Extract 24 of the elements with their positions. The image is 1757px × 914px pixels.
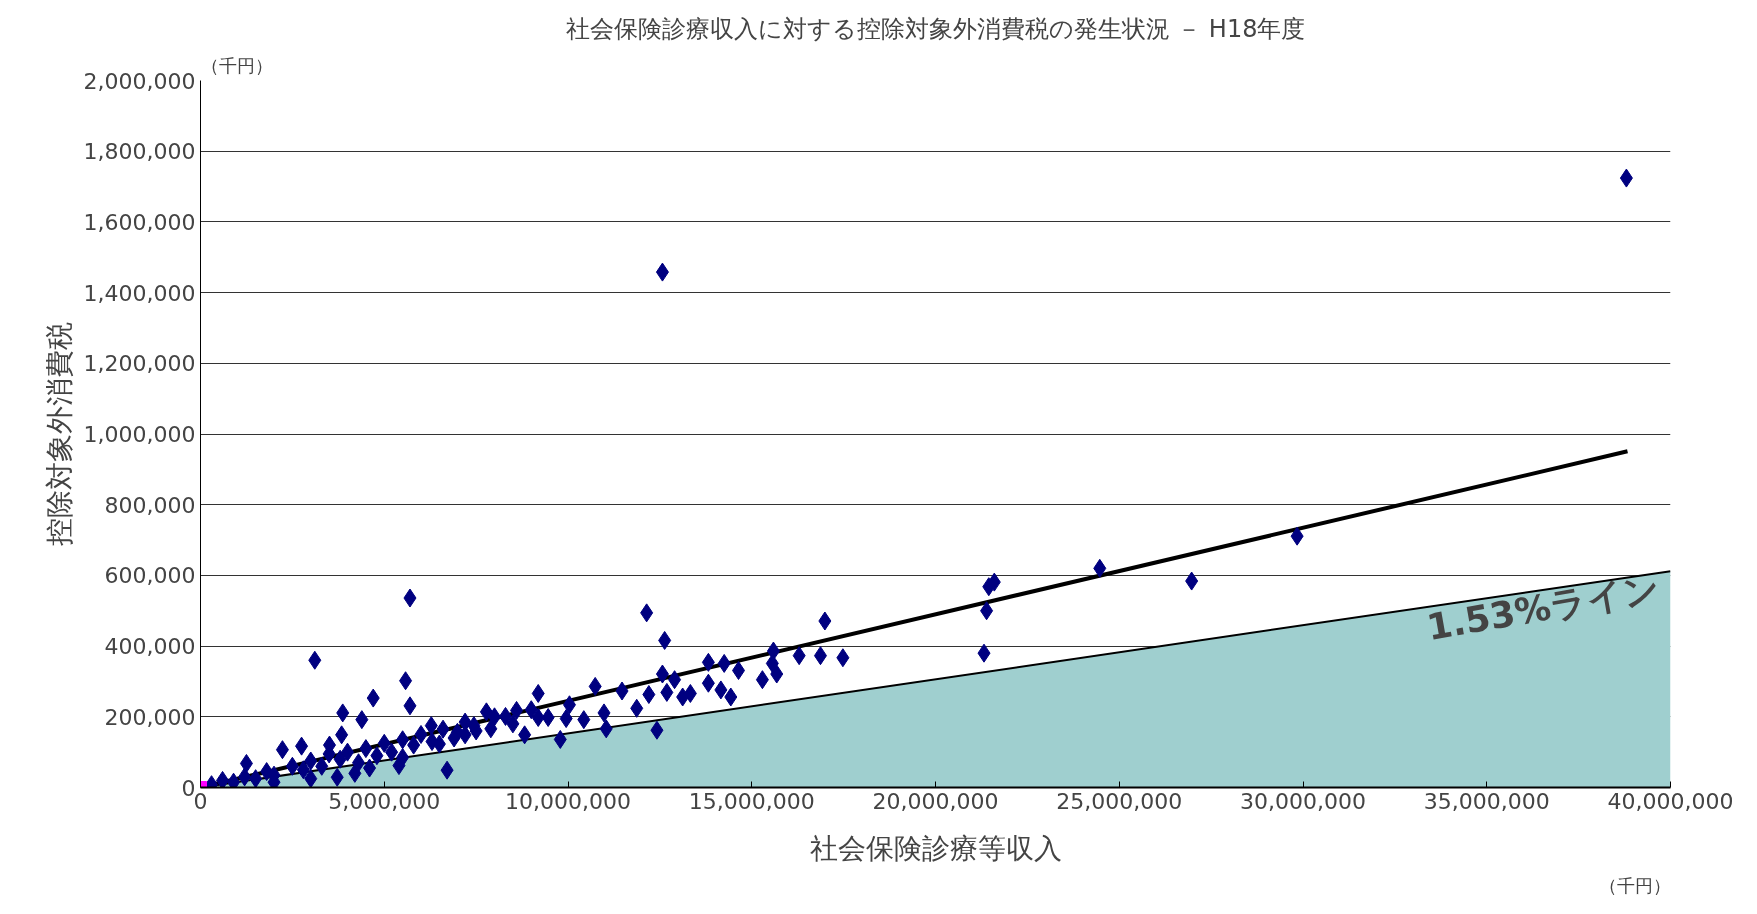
chart-title: 社会保険診療収入に対する控除対象外消費税の発生状況 － H18年度	[565, 14, 1306, 43]
x-tick-label: 40,000,000	[1607, 788, 1734, 814]
x-tick-label: 35,000,000	[1423, 788, 1550, 814]
y-tick-label: 1,200,000	[83, 351, 196, 377]
text: （千円）	[200, 54, 273, 76]
y-tick-label: 2,000,000	[83, 68, 196, 94]
text: （千円）	[1598, 874, 1671, 896]
y-tick-label: 800,000	[104, 492, 196, 518]
x-tick-label: 20,000,000	[872, 788, 999, 814]
x-tick-label: 5,000,000	[328, 788, 441, 814]
y-tick-label: 1,800,000	[83, 139, 196, 165]
x-tick-label: 25,000,000	[1056, 788, 1183, 814]
x-tick-label: 30,000,000	[1240, 788, 1366, 814]
y-tick-label: 1,600,000	[83, 209, 196, 235]
annotation: 1.53%ライン	[1423, 566, 1664, 649]
y-tick-label: 1,400,000	[83, 280, 196, 306]
x-axis-title: 社会保険診療等収入	[809, 831, 1062, 865]
x-tick-label: 15,000,000	[688, 788, 815, 814]
y-tick-label: 400,000	[104, 634, 196, 660]
y-axis-title: 控除対象外消費税	[42, 322, 76, 546]
y-tick-label: 1,000,000	[83, 422, 196, 447]
x-tick-label: 10,000,000	[505, 788, 631, 814]
y-tick-label: 200,000	[104, 704, 196, 730]
y-tick-label: 600,000	[104, 563, 196, 589]
